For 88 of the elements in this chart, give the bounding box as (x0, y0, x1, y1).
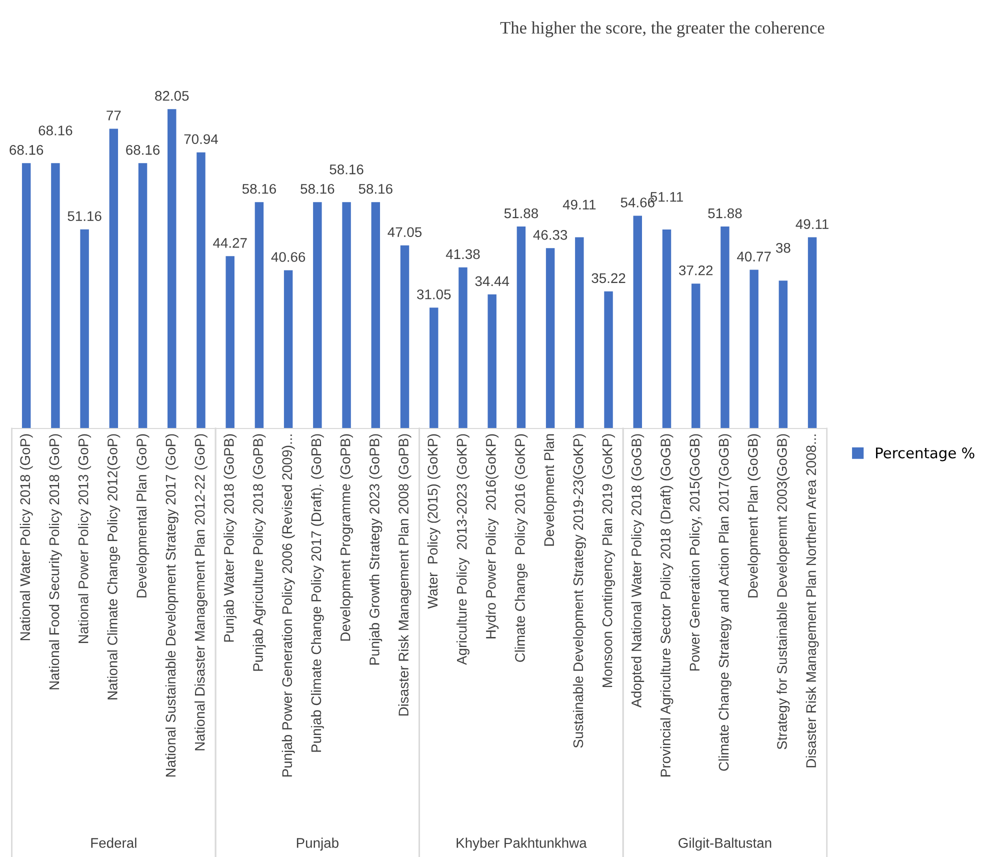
data-label: 37.22 (679, 265, 713, 276)
data-label: 46.33 (533, 230, 568, 240)
data-label: 38 (776, 242, 790, 253)
x-tick-label: Punjab Growth Strategy 2023 (GoPB) (369, 434, 382, 665)
x-tick-label: National Sustainable Development Strategy 2017 (GoP) (165, 434, 178, 777)
data-label: 49.11 (796, 219, 828, 230)
bar (430, 308, 438, 428)
x-tick-label: National Climate Change Policy 2012(GoP) (107, 434, 120, 700)
data-label: 82.05 (155, 90, 189, 101)
bar (80, 229, 89, 428)
text: Gilgit-Baltustan (678, 838, 772, 851)
bar (342, 202, 351, 428)
text: Punjab (296, 838, 338, 851)
x-tick-label: Climate Change Policy 2016 (GoKP) (514, 434, 528, 662)
x-tick-label: Climate Change Strategy and Action Plan 2017(GoGB) (718, 434, 732, 771)
data-label: 47.05 (388, 227, 422, 238)
x-tick-label: Development Plan (GoGB) (748, 434, 761, 598)
x-tick-label: Development Programme (GoPB) (340, 434, 354, 641)
x-tick-label: Development Plan (544, 434, 557, 546)
bar (604, 291, 613, 428)
data-label: 51.88 (504, 208, 538, 218)
text: The higher the score, the greater the coherence (500, 21, 824, 38)
data-label: 51.16 (68, 211, 102, 222)
bar (138, 163, 148, 428)
x-tick-label: Punjab Climate Change Policy 2017 (Draft). (GoPB) (310, 434, 324, 752)
data-label: 77 (106, 110, 121, 120)
data-label: 41.38 (446, 249, 480, 260)
x-tick-label: Punjab Water Policy 2018 (GoPB) (224, 434, 237, 642)
data-label: 40.77 (737, 252, 771, 262)
x-tick-label: Strategy for Sustainable Developemnt 2003(GoGB) (776, 434, 790, 750)
bar (400, 245, 410, 428)
data-label: 58.16 (330, 164, 364, 174)
bar (808, 237, 817, 428)
x-tick-label: National Food Security Policy 2018 (GoP) (48, 434, 62, 690)
data-label: 68.16 (10, 145, 44, 155)
x-tick-label: Power Generation Policy, 2015(GoGB) (689, 434, 702, 670)
data-label: 58.16 (242, 184, 276, 194)
x-tick-label: Hydro Power Policy 2016(GoKP) (486, 434, 499, 638)
bar (458, 267, 468, 428)
x-tick-label: Provincial Agriculture Sector Policy 2018 (Draft) (GoGB) (660, 434, 674, 776)
bar (226, 256, 234, 428)
bar (109, 128, 118, 428)
data-label: 49.11 (562, 200, 596, 210)
bar (778, 280, 788, 428)
data-label: 58.16 (300, 184, 334, 194)
data-label: 70.94 (184, 134, 218, 144)
bar (750, 270, 758, 428)
data-label: 68.16 (126, 145, 160, 155)
x-tick-label: Water Policy (2015) (GoKP) (427, 434, 440, 609)
bar (51, 163, 60, 428)
bar (633, 216, 642, 428)
bar (196, 152, 206, 428)
x-tick-label: Disaster Risk Management Plan 2008 (GoPB) (398, 434, 412, 716)
x-tick-label: Developmental Plan (GoP) (136, 434, 150, 598)
bar (720, 226, 730, 428)
x-tick-label: National Disaster Management Plan 2012-22 (GoP) (194, 434, 208, 750)
data-label: 44.27 (213, 238, 247, 248)
bar (516, 226, 526, 428)
data-label: 40.66 (271, 252, 306, 262)
bar (254, 202, 264, 428)
bar (575, 237, 584, 428)
bar (168, 109, 176, 428)
x-tick-label: Disaster Risk Management Plan Northern Area 2008... (806, 434, 819, 768)
x-tick-label: Punjab Agriculture Policy 2018 (GoPB) (252, 434, 266, 671)
data-label: 51.88 (708, 208, 742, 218)
x-tick-label: National Power Policy 2013 (GoP) (78, 434, 92, 643)
bar (488, 294, 496, 428)
x-tick-label: Adopted National Water Policy 2018 (GoGB) (631, 434, 644, 708)
bar (313, 202, 322, 428)
text: Khyber Pakhtunkhwa (456, 838, 587, 851)
data-label: 58.16 (358, 184, 392, 194)
text: Federal (91, 838, 136, 848)
data-label: 35.22 (592, 273, 626, 284)
x-tick-label: Agriculture Policy 2013-2023 (GoKP) (456, 434, 470, 665)
bar (22, 163, 31, 428)
bar (546, 248, 555, 428)
data-label: 34.44 (475, 276, 510, 286)
data-label: 31.05 (417, 289, 451, 300)
data-label: 68.16 (38, 126, 72, 136)
x-tick-label: Sustainable Development Strategy 2019-23(GoKP) (572, 434, 586, 748)
x-tick-label: Punjab Power Generation Policy 2006 (Revised 2009)... (282, 434, 295, 777)
x-tick-label: National Water Policy 2018 (GoP) (20, 434, 33, 640)
legend-label: Percentage % (876, 447, 974, 462)
bar (691, 284, 700, 428)
bar (662, 230, 672, 428)
bar (284, 270, 293, 428)
x-tick-label: Monsoon Contingency Plan 2019 (GoKP) (602, 434, 615, 687)
bar (371, 202, 380, 428)
